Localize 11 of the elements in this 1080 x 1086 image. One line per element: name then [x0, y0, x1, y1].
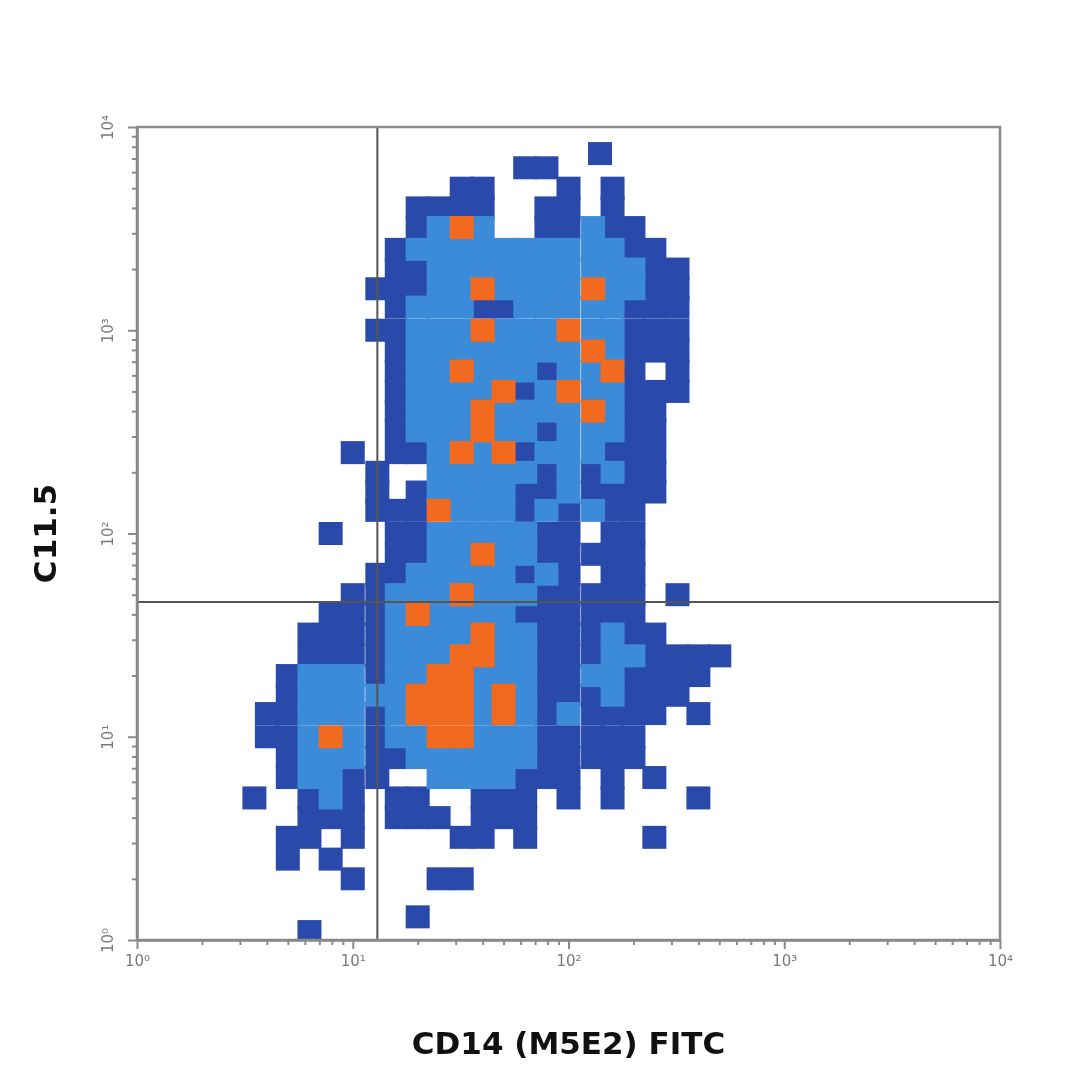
x-tick-label: 10¹: [340, 951, 366, 970]
x-tick-label: 10³: [772, 951, 798, 970]
x-tick-label: 10⁰: [124, 951, 151, 970]
y-axis-title: C11.5: [27, 483, 63, 584]
x-tick-label: 10²: [556, 951, 582, 970]
y-tick-label: 10³: [99, 318, 117, 344]
x-tick-label: 10⁴: [987, 951, 1014, 970]
y-tick-label: 10²: [99, 521, 117, 547]
y-tick-label: 10⁴: [99, 114, 117, 141]
y-tick-label: 10¹: [99, 724, 117, 750]
x-axis-title: CD14 (M5E2) FITC: [411, 1025, 726, 1061]
